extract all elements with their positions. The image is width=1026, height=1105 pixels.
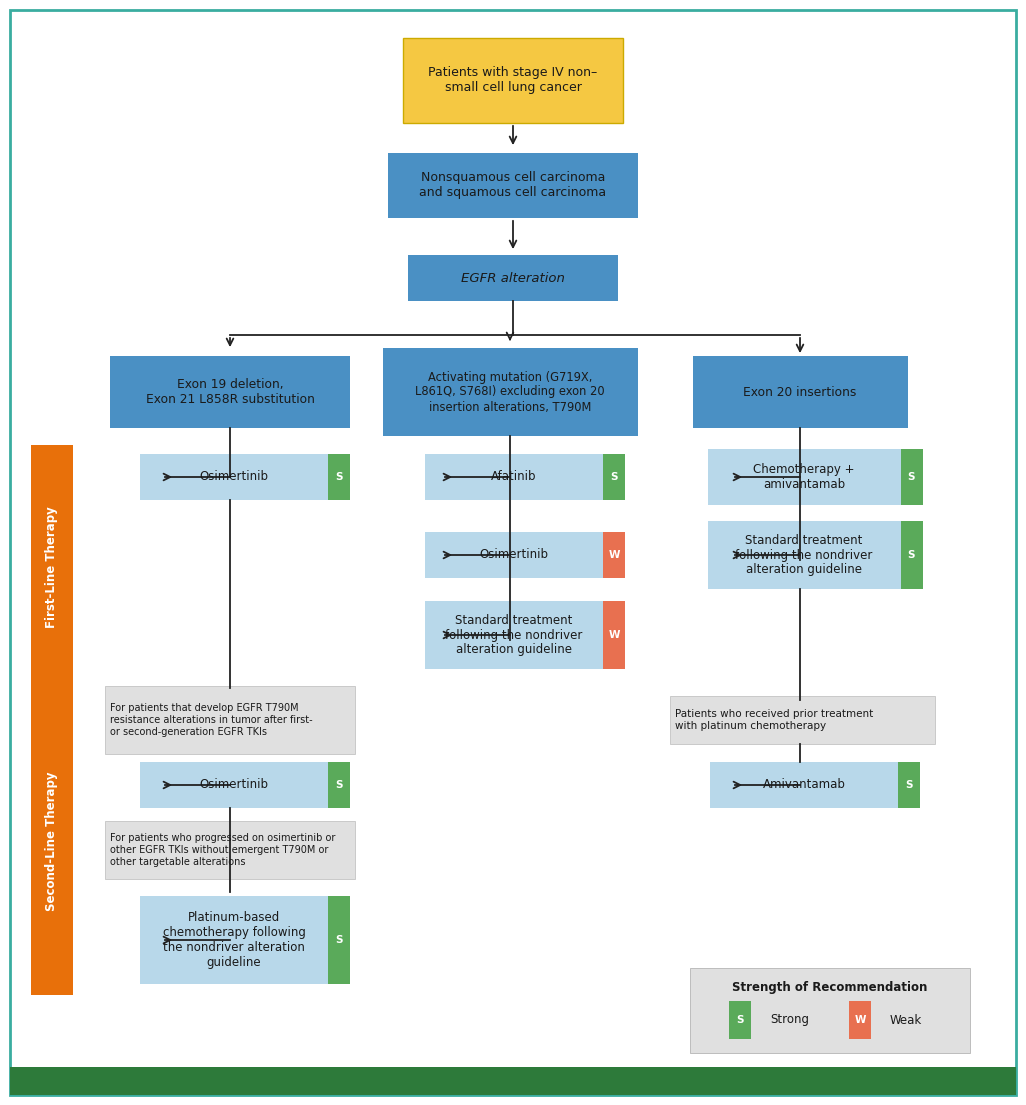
Text: S: S [905,780,913,790]
Text: S: S [336,935,343,945]
Bar [708,520,901,589]
Bar [708,449,901,505]
Bar [690,968,970,1052]
Text: Osimertinib: Osimertinib [199,471,269,484]
Bar [603,454,625,499]
Bar [140,454,328,499]
Bar [31,445,73,690]
Text: Patients with stage IV non–
small cell lung cancer: Patients with stage IV non– small cell l… [429,66,597,94]
Text: Weak: Weak [890,1013,922,1027]
Bar [105,686,355,754]
Text: Exon 20 insertions: Exon 20 insertions [743,386,857,399]
Text: For patients who progressed on osimertinib or
other EGFR TKIs without emergent T: For patients who progressed on osimertin… [110,833,336,866]
Bar [901,449,922,505]
Bar [403,38,623,123]
Bar [328,896,350,983]
Bar [383,348,637,436]
Text: Strength of Recommendation: Strength of Recommendation [733,981,928,994]
Bar [901,520,922,589]
Text: Strong: Strong [770,1013,808,1027]
Text: For patients that develop EGFR T790M
resistance alterations in tumor after first: For patients that develop EGFR T790M res… [110,704,313,737]
Bar [603,601,625,669]
Text: Standard treatment
following the nondriver
alteration guideline: Standard treatment following the nondriv… [445,613,583,656]
Bar [425,601,603,669]
Text: S: S [908,472,915,482]
Text: S: S [336,780,343,790]
Text: Osimertinib: Osimertinib [199,779,269,791]
Text: Exon 19 deletion,
Exon 21 L858R substitution: Exon 19 deletion, Exon 21 L858R substitu… [146,378,314,406]
Text: Activating mutation (G719X,
L861Q, S768I) excluding exon 20
insertion alteration: Activating mutation (G719X, L861Q, S768I… [416,370,604,413]
Text: Standard treatment
following the nondriver
alteration guideline: Standard treatment following the nondriv… [736,534,873,577]
Text: Amivantamab: Amivantamab [762,779,845,791]
Bar [408,255,618,301]
Bar [328,454,350,499]
Text: Platinum-based
chemotherapy following
the nondriver alteration
guideline: Platinum-based chemotherapy following th… [162,911,306,969]
Bar [425,454,603,499]
Bar [388,152,638,218]
Bar [693,356,908,428]
Text: S: S [336,472,343,482]
Text: S: S [610,472,618,482]
Bar [140,762,328,808]
Text: W: W [855,1015,866,1025]
Text: Afatinib: Afatinib [491,471,537,484]
Text: W: W [608,630,620,640]
Bar [10,1067,1016,1095]
Bar [670,696,935,744]
Bar [849,1001,871,1039]
Bar [710,762,898,808]
Text: Patients who received prior treatment
with platinum chemotherapy: Patients who received prior treatment wi… [675,709,873,730]
Bar [898,762,920,808]
Bar [729,1001,751,1039]
Text: S: S [737,1015,744,1025]
Bar [425,532,603,578]
Bar [140,896,328,983]
Text: Chemotherapy +
amivantamab: Chemotherapy + amivantamab [753,463,855,491]
Text: W: W [608,550,620,560]
Bar [328,762,350,808]
Bar [110,356,350,428]
Text: S: S [908,550,915,560]
Text: Nonsquamous cell carcinoma
and squamous cell carcinoma: Nonsquamous cell carcinoma and squamous … [420,171,606,199]
Text: Osimertinib: Osimertinib [479,548,549,561]
Text: EGFR alteration: EGFR alteration [461,272,565,284]
Bar [105,821,355,878]
Bar [31,688,73,994]
Bar [603,532,625,578]
Text: First-Line Therapy: First-Line Therapy [45,506,58,629]
Text: Second-Line Therapy: Second-Line Therapy [45,771,58,912]
